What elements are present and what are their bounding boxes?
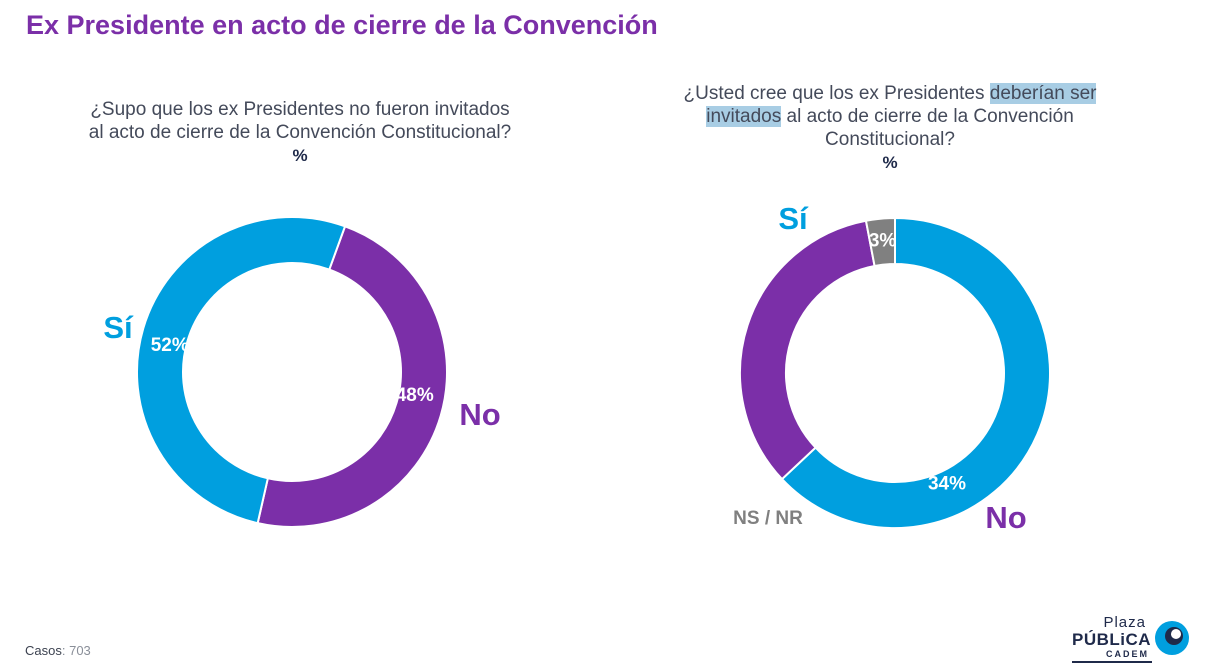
chart-1-category-s: Sí (103, 310, 134, 345)
chart-1-value-s: 52% (151, 335, 189, 356)
chart-1-slice-no (256, 225, 448, 528)
chart-2-value-no: 34% (928, 473, 966, 494)
chart-2-slice-no (739, 219, 876, 481)
question-1: ¿Supo que los ex Presidentes no fueron i… (40, 98, 560, 167)
logo-line-2: PÚBLiCA (1072, 630, 1152, 649)
chart-2-value-ns-nr: 3% (869, 231, 897, 252)
logo-underline (1072, 661, 1152, 663)
chart-1-value-no: 48% (396, 385, 434, 406)
question-1-unit: % (292, 146, 308, 165)
chart-2-category-ns-nr: NS / NR (733, 508, 803, 529)
logo-line-3: CADEM (1106, 649, 1149, 659)
question-1-line-2: al acto de cierre de la Convención Const… (88, 122, 512, 143)
footer-cases: Casos: 703 (25, 643, 91, 658)
question-2-highlight-2: invitados (706, 106, 782, 127)
question-1-line-1: ¿Supo que los ex Presidentes no fueron i… (90, 99, 510, 120)
plaza-publica-cadem-logo: Plaza PÚBLiCA CADEM (1072, 614, 1194, 663)
question-2-post: al acto de cierre de la Convención (781, 106, 1074, 127)
question-2-unit: % (882, 153, 898, 172)
chart-1-slice-s (136, 216, 347, 525)
question-2-pre: ¿Usted cree que los ex Presidentes (683, 83, 990, 104)
question-2-highlight-1: deberían ser (989, 83, 1097, 104)
chart-1-category-no: No (459, 397, 500, 432)
cases-value: : 703 (61, 643, 91, 658)
chart-2-category-s: Sí (778, 201, 809, 236)
logo-line-1: Plaza (1103, 614, 1146, 631)
question-2: ¿Usted cree que los ex Presidentes deber… (630, 82, 1150, 174)
chart-2-slice-s (780, 216, 1051, 529)
page-title: Ex Presidente en acto de cierre de la Co… (26, 10, 658, 40)
chart-2-category-no: No (985, 500, 1026, 535)
chart-2-slice-ns-nr (864, 216, 896, 268)
cases-label: Casos (25, 643, 62, 658)
question-2-line-3: Constitucional? (825, 129, 955, 150)
logo-swirl-icon (1155, 621, 1189, 655)
